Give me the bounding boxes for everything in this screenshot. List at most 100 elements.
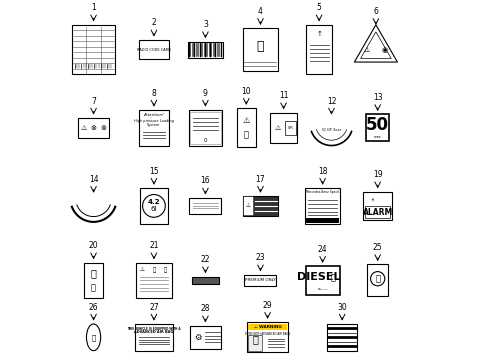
Text: 📄: 📄 [152,267,155,273]
Bar [139,110,169,145]
Text: ⊗: ⊗ [90,125,96,131]
Text: ALARM: ALARM [362,208,392,217]
Text: ⚠: ⚠ [245,203,250,208]
Bar [190,112,220,144]
Bar [190,326,220,349]
Text: 🚫: 🚫 [91,334,96,341]
Text: 8: 8 [151,89,156,98]
Text: 19: 19 [372,170,382,179]
Bar [248,335,262,351]
Bar [363,192,391,220]
Bar [244,197,252,215]
Bar [365,206,389,218]
Text: 15: 15 [149,167,159,176]
Text: 24: 24 [317,245,327,254]
Bar [247,324,287,330]
Bar [326,324,357,351]
Text: 30: 30 [337,302,346,311]
Text: 11: 11 [278,91,288,100]
Text: 👤: 👤 [252,334,258,344]
Bar [78,118,108,138]
Bar [244,275,276,286]
Text: ADVANCED AIR BAG: ADVANCED AIR BAG [134,330,173,334]
Bar [270,113,296,143]
Text: 🚫: 🚫 [374,274,379,283]
Bar [72,25,115,75]
Text: 2: 2 [151,18,156,27]
Text: 13: 13 [372,93,382,102]
Text: 18: 18 [317,167,326,176]
Text: ⚠: ⚠ [275,125,281,131]
Bar [188,110,222,145]
Text: max: max [373,135,381,139]
Bar [242,28,278,71]
Text: 🔧: 🔧 [256,40,264,53]
Text: 29: 29 [262,301,272,310]
Bar [305,218,339,222]
Text: 6I: 6I [150,206,157,212]
Bar [139,40,169,59]
Text: 4.2: 4.2 [147,199,160,205]
Bar [246,322,287,352]
Text: 20: 20 [88,241,98,250]
Text: System: System [147,123,160,127]
Text: ⚠: ⚠ [242,116,249,125]
Bar [135,324,172,351]
Bar [136,263,171,298]
Text: ⚠: ⚠ [363,47,369,53]
Text: 👤: 👤 [91,283,96,292]
Text: 25: 25 [372,243,382,252]
Text: 17: 17 [255,175,265,184]
Bar [187,42,223,58]
Bar [366,114,388,141]
Bar [304,188,340,224]
Text: 23: 23 [255,253,265,262]
Text: 👤: 👤 [90,268,96,278]
Bar [192,276,218,284]
Text: 14: 14 [88,175,98,184]
Text: IQ GP 3xxx: IQ GP 3xxx [321,127,341,131]
Text: 1: 1 [91,3,96,12]
Text: 9: 9 [203,89,207,98]
Text: PREMIUM ONLY: PREMIUM ONLY [244,279,275,283]
Bar [236,108,256,147]
Text: 6: 6 [373,7,378,16]
Text: High pressure Loading: High pressure Loading [134,119,173,123]
Text: 7: 7 [91,96,96,105]
Text: 5: 5 [316,3,321,12]
Text: RADIO CODE CARD: RADIO CODE CARD [137,48,170,51]
Text: 22: 22 [200,255,210,264]
Text: 27: 27 [149,302,159,311]
Text: 🚗: 🚗 [164,267,167,273]
Circle shape [142,194,165,217]
Bar [366,265,387,296]
Text: THIS VEHICLE IS EQUIPPED WITH A: THIS VEHICLE IS EQUIPPED WITH A [127,326,181,330]
Text: ↑: ↑ [316,31,322,37]
Text: ⛽: ⛽ [330,273,335,282]
Ellipse shape [86,324,101,351]
Text: ⚡: ⚡ [369,198,373,203]
Text: ⚠ WARNING: ⚠ WARNING [253,325,281,329]
Text: Attention!: Attention! [143,113,164,117]
Text: 4: 4 [258,7,263,16]
Text: ⚠: ⚠ [140,267,144,272]
Text: 26: 26 [88,302,98,311]
Bar [83,263,103,298]
Circle shape [370,271,384,286]
Bar [285,121,295,135]
Text: SIR: SIR [287,126,293,130]
Bar [305,266,339,295]
Bar [189,198,221,214]
Text: 28: 28 [200,304,210,313]
Text: 21: 21 [149,241,159,250]
Text: 🚶: 🚶 [244,130,248,139]
Text: 16: 16 [200,176,210,185]
Text: 3: 3 [203,20,207,29]
Text: 10: 10 [241,87,250,96]
Text: o——: o—— [317,287,327,291]
Text: 12: 12 [326,96,336,105]
Bar [140,188,168,224]
Text: ⚙: ⚙ [194,333,202,342]
Text: DIESEL: DIESEL [297,272,340,282]
Text: 50: 50 [366,116,388,134]
